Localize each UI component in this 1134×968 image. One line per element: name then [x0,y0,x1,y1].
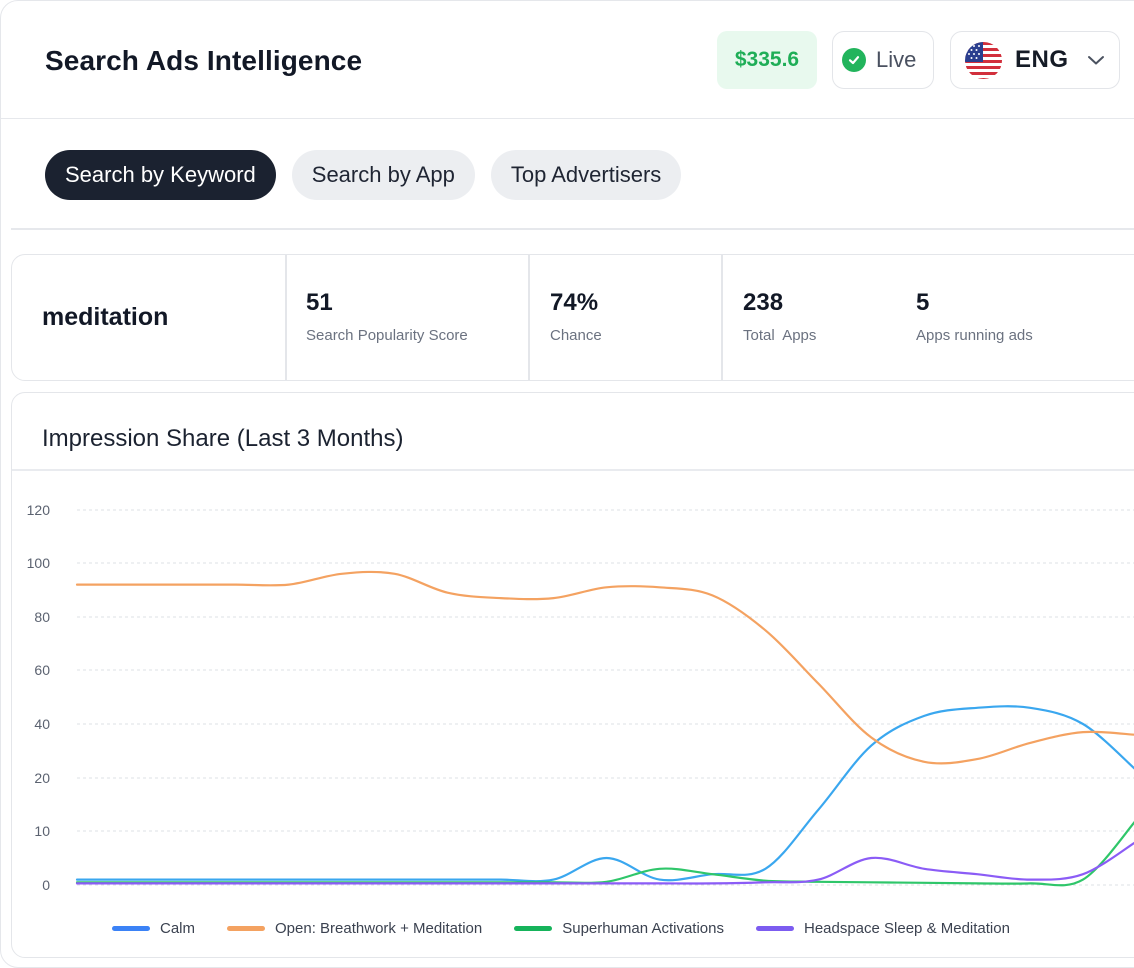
stat-label: Chance [550,327,602,344]
legend-swatch [227,926,266,931]
section-divider [11,228,1134,230]
stat-label: Apps running ads [916,327,1033,344]
stats-divider [285,255,287,380]
legend-label: Superhuman Activations [562,920,724,937]
legend-item[interactable]: Open: Breathwork + Meditation [227,920,482,937]
stat-value: 238 [743,289,784,316]
stat-total-apps: 238 Total Apps [743,289,816,344]
stat-label: Total Apps [743,327,817,344]
top-bar: Search Ads Intelligence $335.6 Live [1,1,1134,119]
legend-label: Open: Breathwork + Meditation [275,920,483,937]
balance-badge[interactable]: $335.6 [717,31,817,89]
stat-value: 5 [916,289,930,316]
y-tick-label: 80 [34,609,50,625]
series-line-1[interactable] [75,570,1134,765]
language-selector[interactable]: ENG [950,31,1120,89]
y-tick-label: 10 [34,823,50,839]
legend-label: Headspace Sleep & Meditation [803,920,1010,937]
language-label: ENG [1015,46,1069,73]
stat-search-popularity: 51 Search Popularity Score [306,289,468,344]
y-tick-label: 20 [34,770,50,786]
stats-divider [721,255,723,380]
y-tick-label: 60 [34,662,50,678]
y-tick-label: 120 [27,502,51,518]
stat-label: Search Popularity Score [306,327,468,344]
legend-label: Calm [160,920,196,937]
impression-share-chart: 0 10 20 40 60 80 100 120 [27,502,1134,893]
search-mode-tabs: Search by Keyword Search by App Top Adve… [45,150,682,200]
y-tick-label: 100 [27,555,51,571]
series-line-2[interactable] [75,820,1134,887]
us-flag-icon [965,41,1002,79]
keyword-term: meditation [42,303,169,331]
tab-search-by-app[interactable]: Search by App [291,150,475,200]
impression-share-card: Impression Share (Last 3 Months) 0 10 20 40… [11,392,1134,958]
check-circle-icon [842,48,866,72]
y-tick-label: 0 [42,877,50,893]
stat-chance: 74% Chance [550,289,602,344]
chart-legend: Calm Open: Breathwork + Meditation Super… [112,920,1042,937]
keyword-stats-card: meditation 51 Search Popularity Score 74… [11,254,1134,381]
legend-swatch [755,926,794,931]
legend-item[interactable]: Superhuman Activations [514,920,724,937]
app-title: Search Ads Intelligence [45,45,363,76]
stat-value: 74% [550,289,599,316]
series-line-3[interactable] [75,841,1134,885]
chevron-down-icon [1087,54,1105,66]
stats-divider [528,255,530,380]
series-line-0[interactable] [75,705,1134,883]
live-status-button[interactable]: Live [832,31,934,89]
chart-title: Impression Share (Last 3 Months) [42,425,404,452]
legend-swatch [514,926,553,931]
stat-apps-running-ads: 5 Apps running ads [916,289,1033,344]
tab-top-advertisers[interactable]: Top Advertisers [490,150,682,200]
tab-search-by-keyword[interactable]: Search by Keyword [45,150,276,200]
legend-swatch [112,926,150,931]
legend-item[interactable]: Calm [112,920,195,937]
y-tick-label: 40 [34,716,50,732]
chart-header-divider [12,469,1134,471]
live-status-label: Live [876,47,917,72]
stat-value: 51 [306,289,333,316]
legend-item[interactable]: Headspace Sleep & Meditation [755,920,1010,937]
